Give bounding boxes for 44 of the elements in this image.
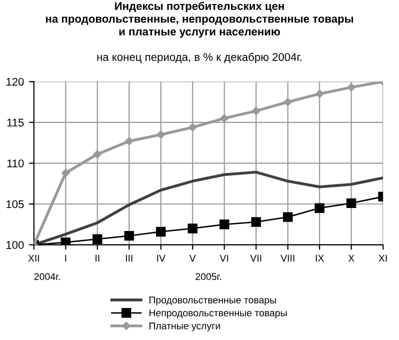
point bbox=[315, 90, 324, 98]
legend-label: Платные услуги bbox=[149, 322, 220, 332]
point bbox=[282, 212, 293, 222]
point bbox=[92, 234, 102, 244]
point bbox=[62, 168, 70, 178]
y-tick-label: 115 bbox=[7, 118, 24, 127]
chart-title: Индексы потребительских цен на продовольственные, непродовольственные товары и платные услуги населению bbox=[46, 2, 354, 38]
x-tick-label: V bbox=[189, 254, 196, 262]
text: 2004г. bbox=[34, 273, 60, 280]
point bbox=[347, 83, 356, 92]
text: 2005г. bbox=[196, 273, 221, 280]
x-tick-label: II bbox=[96, 254, 100, 262]
x-tick-label: IX bbox=[316, 254, 324, 262]
point bbox=[156, 130, 165, 139]
y-tick-label: 100 bbox=[6, 241, 24, 249]
point bbox=[284, 98, 292, 106]
point bbox=[188, 224, 198, 234]
point bbox=[124, 230, 134, 241]
point bbox=[60, 237, 71, 245]
point bbox=[220, 114, 228, 122]
y-tick-label: 105 bbox=[6, 200, 24, 208]
x-tick-label: X bbox=[348, 254, 354, 262]
x-tick-label: VI bbox=[220, 254, 228, 262]
x-tick-label: IV bbox=[157, 254, 166, 262]
point bbox=[346, 198, 356, 208]
point bbox=[188, 123, 197, 132]
point bbox=[251, 217, 261, 227]
point bbox=[314, 203, 324, 213]
point bbox=[219, 220, 230, 230]
chart-subtitle: на конец периода, в % к декабрю 2004г. bbox=[97, 52, 302, 64]
point bbox=[252, 106, 260, 116]
x-tick-label: III bbox=[126, 254, 132, 262]
point bbox=[156, 226, 166, 237]
x-tick-label: VIII bbox=[280, 254, 294, 262]
x-tick-label: XII bbox=[28, 254, 39, 262]
x-tick-label: VII bbox=[250, 254, 262, 262]
x-tick-label: XI bbox=[378, 254, 387, 262]
y-tick-label: 120 bbox=[6, 78, 24, 86]
x-tick-label: I bbox=[65, 254, 66, 262]
legend-label: Продовольственные товары bbox=[149, 296, 276, 306]
legend-label: Непродовольственные товары bbox=[149, 310, 287, 318]
point bbox=[93, 150, 102, 158]
point bbox=[125, 137, 134, 146]
y-tick-label: 110 bbox=[7, 159, 24, 168]
